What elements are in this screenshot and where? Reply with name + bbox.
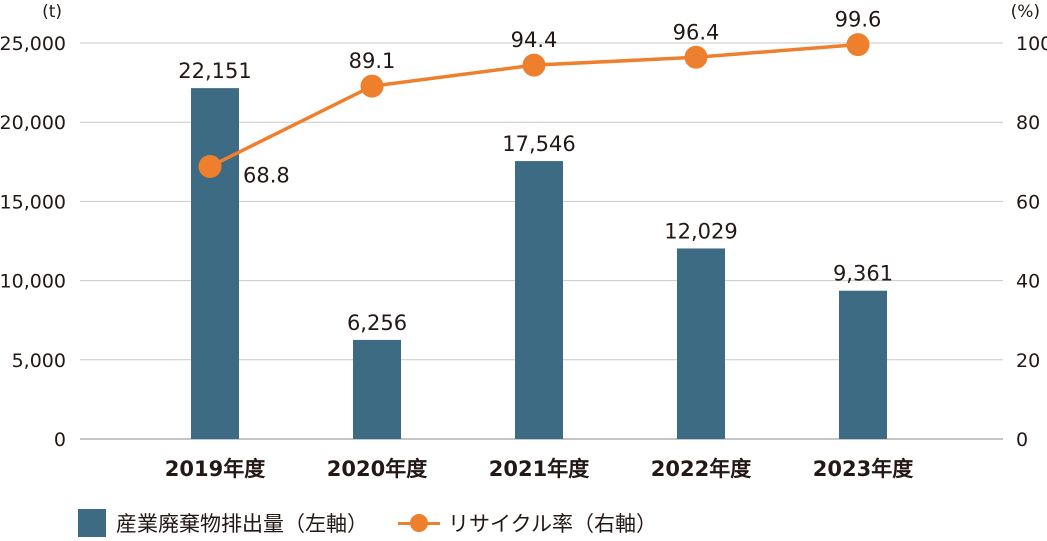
y-left-tick-label: 20,000 bbox=[0, 112, 66, 134]
y-right-tick-label: 20 bbox=[1016, 350, 1040, 372]
bar bbox=[677, 248, 725, 439]
recycle-point bbox=[846, 33, 870, 57]
legend-label-recycle: リサイクル率（右軸） bbox=[448, 512, 657, 536]
recycle-point bbox=[684, 45, 708, 69]
legend-bar-swatch bbox=[78, 509, 106, 537]
recycle-point bbox=[198, 155, 222, 179]
y-left-tick-label: 15,000 bbox=[0, 191, 66, 213]
bar-value-label: 12,029 bbox=[664, 219, 737, 243]
recycle-line bbox=[198, 33, 870, 179]
y-left-tick-label: 5,000 bbox=[12, 350, 66, 372]
legend-line-swatch bbox=[398, 509, 440, 537]
bar bbox=[191, 88, 239, 439]
legend-item-waste: 産業廃棄物排出量（左軸） bbox=[78, 508, 368, 538]
recycle-value-label: 96.4 bbox=[673, 20, 720, 44]
y-left-tick-label: 0 bbox=[54, 429, 66, 451]
y-right-tick-label: 80 bbox=[1016, 112, 1040, 134]
x-tick-label: 2019年度 bbox=[165, 457, 265, 481]
y-left-unit: (t) bbox=[42, 2, 62, 22]
recycle-point bbox=[360, 74, 384, 98]
x-tick-label: 2020年度 bbox=[327, 457, 427, 481]
legend-label-waste: 産業廃棄物排出量（左軸） bbox=[116, 512, 368, 536]
bar-value-label: 9,361 bbox=[833, 262, 893, 286]
bar bbox=[353, 339, 401, 439]
bar-value-label: 17,546 bbox=[502, 132, 575, 156]
x-tick-label: 2021年度 bbox=[489, 457, 589, 481]
y-right-tick-label: 0 bbox=[1016, 429, 1028, 451]
recycle-value-label: 89.1 bbox=[349, 49, 396, 73]
legend: 産業廃棄物排出量（左軸） リサイクル率（右軸） bbox=[78, 508, 687, 538]
recycle-value-label: 68.8 bbox=[243, 164, 290, 188]
y-right-tick-label: 60 bbox=[1016, 191, 1040, 213]
recycle-value-label: 94.4 bbox=[511, 28, 558, 52]
y-right-tick-label: 100 bbox=[1016, 33, 1047, 55]
bar-value-label: 22,151 bbox=[178, 59, 251, 83]
x-tick-label: 2022年度 bbox=[651, 457, 751, 481]
legend-item-recycle: リサイクル率（右軸） bbox=[398, 508, 657, 538]
y-right-unit: (%) bbox=[1011, 2, 1040, 22]
recycle-value-label: 99.6 bbox=[835, 8, 882, 32]
bar-value-label: 6,256 bbox=[347, 311, 407, 335]
x-tick-label: 2023年度 bbox=[813, 457, 913, 481]
recycle-point bbox=[522, 53, 546, 77]
bars bbox=[191, 88, 887, 440]
chart: 22,151 6,256 17,546 12,029 9,361 68.8 89.1 94.4… bbox=[0, 2, 1047, 481]
bar bbox=[839, 290, 887, 439]
axes: 0 5,000 10,000 15,000 20,000 25,000 0 20 40 60 80 1… bbox=[0, 33, 1047, 481]
y-left-tick-label: 25,000 bbox=[0, 33, 66, 55]
data-labels: 22,151 6,256 17,546 12,029 9,361 68.8 89.1 94.4… bbox=[178, 8, 893, 335]
y-right-tick-label: 40 bbox=[1016, 271, 1040, 293]
bar bbox=[515, 161, 563, 440]
y-left-tick-label: 10,000 bbox=[0, 271, 66, 293]
